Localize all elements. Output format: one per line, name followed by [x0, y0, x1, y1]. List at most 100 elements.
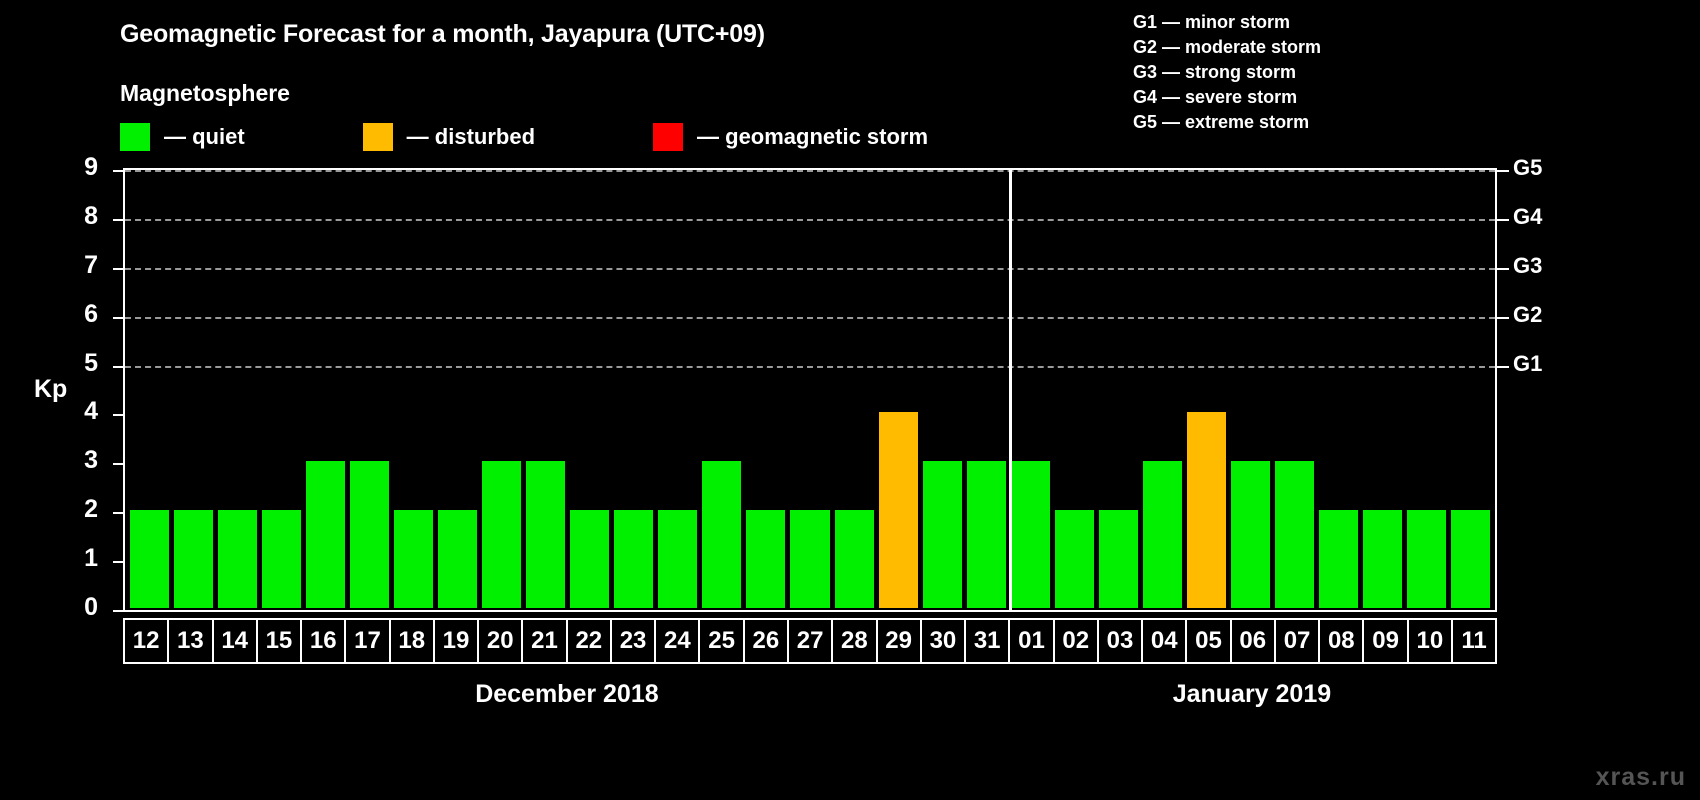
y-tick-mark-6	[113, 316, 123, 319]
watermark: xras.ru	[1595, 763, 1686, 791]
bar-day-25	[702, 461, 742, 608]
g-tick-mark-G3	[1497, 267, 1509, 270]
g-tick-label-G1: G1	[1513, 350, 1543, 376]
bar-slot	[435, 172, 479, 608]
bar-slot	[744, 172, 788, 608]
day-label-26: 26	[742, 618, 789, 664]
bar-slot	[303, 172, 347, 608]
plot-area	[123, 168, 1497, 612]
day-label-04: 04	[1141, 618, 1188, 664]
bar-day-22	[570, 510, 610, 608]
bar-slot	[1229, 172, 1273, 608]
magnetosphere-heading: Magnetosphere	[120, 80, 290, 106]
y-tick-label-8: 8	[84, 201, 98, 230]
bar-slot	[788, 172, 832, 608]
bar-day-07	[1275, 461, 1315, 608]
bar-slot	[876, 172, 920, 608]
bar-day-15	[261, 510, 301, 608]
day-label-31: 31	[964, 618, 1011, 664]
day-label-24: 24	[654, 618, 701, 664]
day-label-28: 28	[831, 618, 878, 664]
bar-day-21	[526, 461, 566, 608]
y-tick-label-6: 6	[84, 299, 98, 328]
bar-day-17	[349, 461, 389, 608]
bar-day-03	[1098, 510, 1138, 608]
y-tick-label-3: 3	[84, 446, 98, 475]
y-tick-mark-8	[113, 218, 123, 221]
y-tick-label-0: 0	[84, 593, 98, 621]
bar-day-11	[1451, 510, 1491, 608]
bar-day-06	[1231, 461, 1271, 608]
y-tick-mark-7	[113, 267, 123, 270]
gridline-kp-5	[125, 365, 1495, 368]
legend-item-quiet: — quiet	[120, 123, 245, 151]
legend-swatch-quiet	[120, 123, 150, 151]
bar-day-05	[1187, 412, 1227, 608]
bar-day-28	[834, 510, 874, 608]
y-tick-label-1: 1	[84, 544, 98, 573]
bar-slot	[964, 172, 1008, 608]
day-label-14: 14	[211, 618, 258, 664]
page-title: Geomagnetic Forecast for a month, Jayapu…	[120, 20, 765, 48]
gridline-kp-7	[125, 267, 1495, 270]
y-tick-mark-3	[113, 463, 123, 466]
g-tick-mark-G4	[1497, 218, 1509, 221]
bar-day-18	[393, 510, 433, 608]
bar-slot	[700, 172, 744, 608]
day-label-18: 18	[388, 618, 435, 664]
g-tick-label-G4: G4	[1513, 203, 1543, 229]
day-label-13: 13	[167, 618, 214, 664]
bar-day-26	[746, 510, 786, 608]
bar-slot	[259, 172, 303, 608]
y-tick-mark-9	[113, 170, 123, 172]
day-label-21: 21	[521, 618, 568, 664]
bar-slot	[1361, 172, 1405, 608]
bar-slot	[391, 172, 435, 608]
bar-day-19	[437, 510, 477, 608]
bar-slot	[1140, 172, 1184, 608]
day-label-10: 10	[1406, 618, 1453, 664]
bar-day-10	[1407, 510, 1447, 608]
legend-label-storm: — geomagnetic storm	[697, 124, 929, 149]
month-caption-january: January 2019	[1172, 680, 1332, 708]
day-label-15: 15	[255, 618, 303, 664]
day-label-08: 08	[1318, 618, 1365, 664]
day-label-03: 03	[1096, 618, 1144, 664]
g-scale-legend: G1 — minor storm G2 — moderate storm G3 …	[1133, 10, 1321, 135]
g-tick-mark-G5	[1497, 170, 1509, 172]
bar-series	[127, 172, 1493, 608]
y-tick-label-2: 2	[84, 495, 98, 524]
bar-slot	[215, 172, 259, 608]
day-label-29: 29	[875, 618, 922, 664]
day-label-01: 01	[1008, 618, 1055, 664]
day-axis: 12 13 14 15 16 17 18 19 20 21 22 23 24 25 26 27 28 29 30 31…	[123, 618, 1498, 664]
legend-item-disturbed: — disturbed	[362, 123, 535, 151]
day-label-27: 27	[786, 618, 834, 664]
bar-day-12	[129, 510, 169, 608]
bar-slot	[612, 172, 656, 608]
bar-day-29	[878, 412, 918, 608]
bar-slot	[127, 172, 171, 608]
gridline-kp-9	[125, 170, 1495, 172]
gridline-kp-8	[125, 218, 1495, 221]
bar-day-14	[217, 510, 257, 608]
bar-slot	[1317, 172, 1361, 608]
bar-day-20	[482, 461, 522, 608]
bar-slot	[171, 172, 215, 608]
day-label-09: 09	[1362, 618, 1409, 664]
y-axis-label: Kp	[34, 375, 68, 403]
bar-day-04	[1142, 461, 1182, 608]
day-label-16: 16	[300, 618, 347, 664]
month-divider	[1009, 170, 1013, 610]
bar-slot	[1273, 172, 1317, 608]
day-label-20: 20	[477, 618, 524, 664]
bar-day-30	[922, 461, 962, 608]
legend-swatch-disturbed	[362, 123, 393, 151]
bar-day-27	[790, 510, 830, 608]
day-label-23: 23	[609, 618, 657, 664]
bar-slot	[920, 172, 964, 608]
y-tick-label-7: 7	[84, 250, 98, 279]
y-tick-label-9: 9	[84, 153, 98, 181]
g-tick-mark-G2	[1497, 316, 1509, 319]
bar-day-31	[966, 461, 1006, 608]
